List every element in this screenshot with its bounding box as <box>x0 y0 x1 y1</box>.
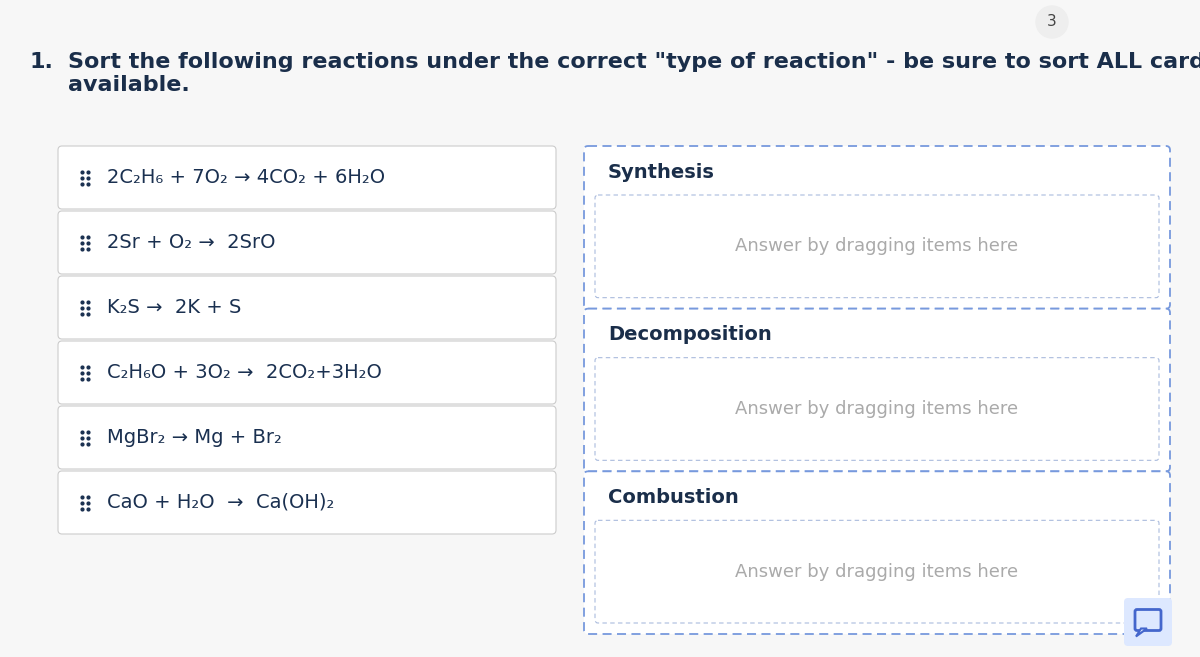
Text: 3: 3 <box>1048 14 1057 30</box>
Circle shape <box>1036 6 1068 38</box>
Text: 2C₂H₆ + 7O₂ → 4CO₂ + 6H₂O: 2C₂H₆ + 7O₂ → 4CO₂ + 6H₂O <box>107 168 385 187</box>
FancyBboxPatch shape <box>58 471 556 534</box>
Text: Combustion: Combustion <box>608 488 739 507</box>
FancyBboxPatch shape <box>58 406 556 469</box>
Polygon shape <box>1136 629 1147 637</box>
Text: Answer by dragging items here: Answer by dragging items here <box>736 237 1019 256</box>
Text: Answer by dragging items here: Answer by dragging items here <box>736 400 1019 418</box>
Text: Answer by dragging items here: Answer by dragging items here <box>736 562 1019 581</box>
Text: Decomposition: Decomposition <box>608 325 772 344</box>
Text: MgBr₂ → Mg + Br₂: MgBr₂ → Mg + Br₂ <box>107 428 282 447</box>
FancyBboxPatch shape <box>584 146 1170 309</box>
FancyBboxPatch shape <box>584 309 1170 471</box>
Text: Synthesis: Synthesis <box>608 162 715 181</box>
FancyBboxPatch shape <box>58 146 556 209</box>
FancyBboxPatch shape <box>595 520 1159 623</box>
FancyBboxPatch shape <box>595 195 1159 298</box>
FancyBboxPatch shape <box>58 276 556 339</box>
Text: 2Sr + O₂ →  2SrO: 2Sr + O₂ → 2SrO <box>107 233 276 252</box>
FancyBboxPatch shape <box>58 211 556 274</box>
FancyBboxPatch shape <box>584 471 1170 634</box>
FancyBboxPatch shape <box>1124 598 1172 646</box>
Text: C₂H₆O + 3O₂ →  2CO₂+3H₂O: C₂H₆O + 3O₂ → 2CO₂+3H₂O <box>107 363 382 382</box>
Text: K₂S →  2K + S: K₂S → 2K + S <box>107 298 241 317</box>
FancyBboxPatch shape <box>58 341 556 404</box>
FancyBboxPatch shape <box>595 357 1159 461</box>
Text: Sort the following reactions under the correct "type of reaction" - be sure to s: Sort the following reactions under the c… <box>68 52 1200 95</box>
Text: 1.: 1. <box>30 52 54 72</box>
Text: CaO + H₂O  →  Ca(OH)₂: CaO + H₂O → Ca(OH)₂ <box>107 493 335 512</box>
